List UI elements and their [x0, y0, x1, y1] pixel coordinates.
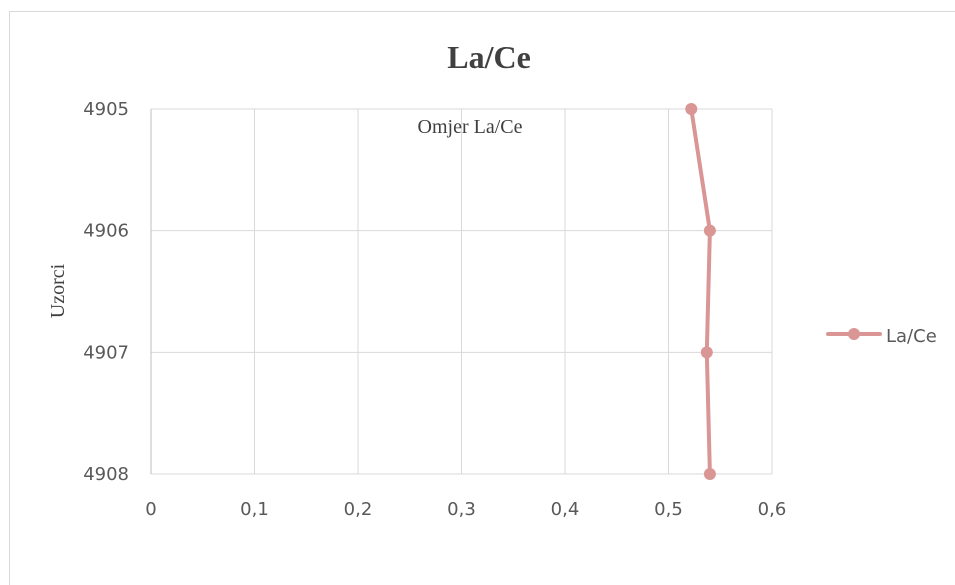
x-tick-label: 0,6 [758, 499, 787, 520]
series-layer [685, 103, 716, 480]
x-tick-label: 0,3 [447, 499, 476, 520]
x-tick-label: 0,2 [344, 499, 373, 520]
x-tick-label: 0 [145, 499, 156, 520]
x-axis-ticks: 0 0,1 0,2 0,3 0,4 0,5 0,6 [145, 499, 786, 520]
y-tick-label: 4905 [83, 99, 129, 120]
x-axis-label: Omjer La/Ce [418, 116, 523, 138]
chart-frame [9, 11, 955, 585]
series-line [689, 107, 712, 476]
legend-marker [848, 328, 860, 340]
chart-title: La/Ce [447, 39, 531, 75]
grid [150, 108, 773, 475]
data-point [700, 346, 713, 359]
x-tick-label: 0,4 [551, 499, 580, 520]
x-tick-label: 0,1 [240, 499, 269, 520]
data-point [703, 468, 716, 480]
y-tick-label: 4906 [83, 221, 129, 242]
y-tick-label: 4908 [83, 464, 129, 485]
x-tick-label: 0,5 [654, 499, 683, 520]
y-tick-label: 4907 [83, 342, 129, 363]
y-axis-ticks: 4905 4906 4907 4908 [83, 99, 129, 485]
y-axis-label: Uzorci [47, 263, 69, 318]
legend: La/Ce [826, 326, 937, 347]
legend-label: La/Ce [886, 326, 937, 347]
data-point [685, 103, 698, 115]
data-point [703, 224, 716, 237]
